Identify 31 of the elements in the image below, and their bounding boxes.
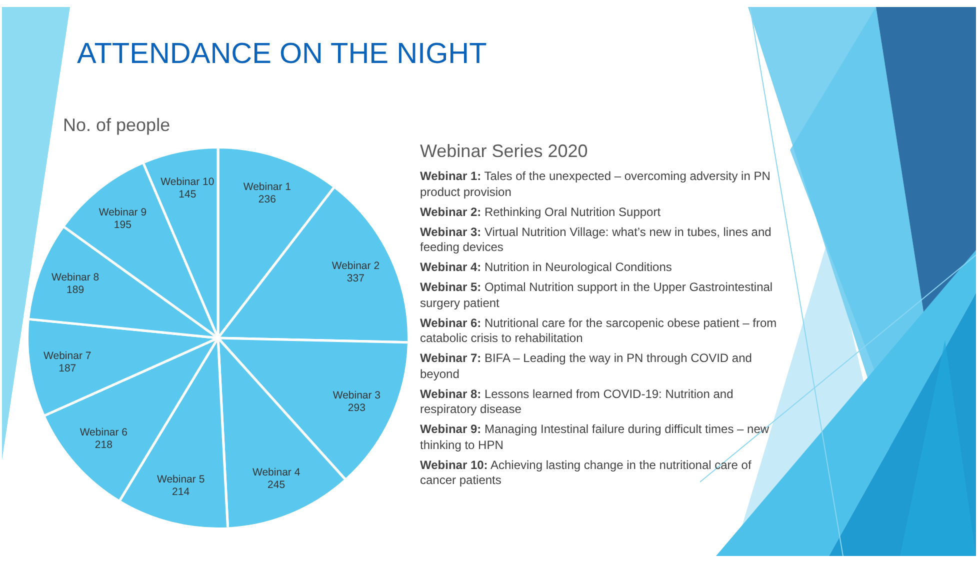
slice-label: Webinar 7 bbox=[44, 350, 92, 362]
text: Webinar 3: Virtual Nutrition Village: what’s new in tubes, lines and feeding devices bbox=[420, 224, 772, 254]
slice-label: Webinar 3 bbox=[332, 389, 381, 402]
slice-label: Webinar 2 bbox=[332, 260, 380, 272]
slice-label: Webinar 4 bbox=[252, 466, 300, 479]
text: Webinar 2: Rethinking Oral Nutrition Support bbox=[420, 204, 661, 218]
data-label: 218 bbox=[94, 439, 113, 452]
text: Webinar 8: Lessons learned from COVID-19: Nutrition and respiratory disease bbox=[420, 386, 734, 416]
slice-label: Webinar 9 bbox=[98, 206, 147, 218]
chart-subtitle: No. of people bbox=[63, 114, 170, 136]
slice-label: Webinar 8 bbox=[51, 272, 100, 284]
slice-label: Webinar 1 bbox=[243, 181, 292, 194]
text: Webinar Series 2020 bbox=[420, 140, 589, 163]
slice-label: Webinar 10 bbox=[160, 176, 214, 188]
slice-label: Webinar 5 bbox=[156, 474, 205, 486]
data-label: 236 bbox=[258, 194, 276, 206]
text: Webinar 5: Optimal Nutrition support in the Upper Gastrointestinal surgery patient bbox=[420, 280, 773, 310]
data-label: 214 bbox=[172, 486, 190, 498]
text: Webinar 4: Nutrition in Neurological Conditions bbox=[420, 260, 672, 274]
data-label: 145 bbox=[178, 188, 196, 201]
data-label: 293 bbox=[348, 402, 366, 414]
data-label: 187 bbox=[58, 362, 76, 375]
data-label: 337 bbox=[346, 272, 365, 284]
chart-title: ATTENDANCE ON THE NIGHT bbox=[77, 37, 487, 71]
slice-label: Webinar 6 bbox=[80, 426, 128, 439]
text: Webinar 1: Tales of the unexpected – overcoming adversity in PN product provision bbox=[420, 169, 770, 198]
text: Webinar 6: Nutritional care for the sarcopenic obese patient – from catabolic crisis to rehabilitation bbox=[420, 316, 777, 345]
data-label: 245 bbox=[268, 479, 286, 492]
data-label: 195 bbox=[114, 218, 132, 231]
data-label: 189 bbox=[66, 284, 84, 296]
text: Webinar 7: BIFA – Leading the way in PN through COVID and beyond bbox=[420, 351, 752, 380]
